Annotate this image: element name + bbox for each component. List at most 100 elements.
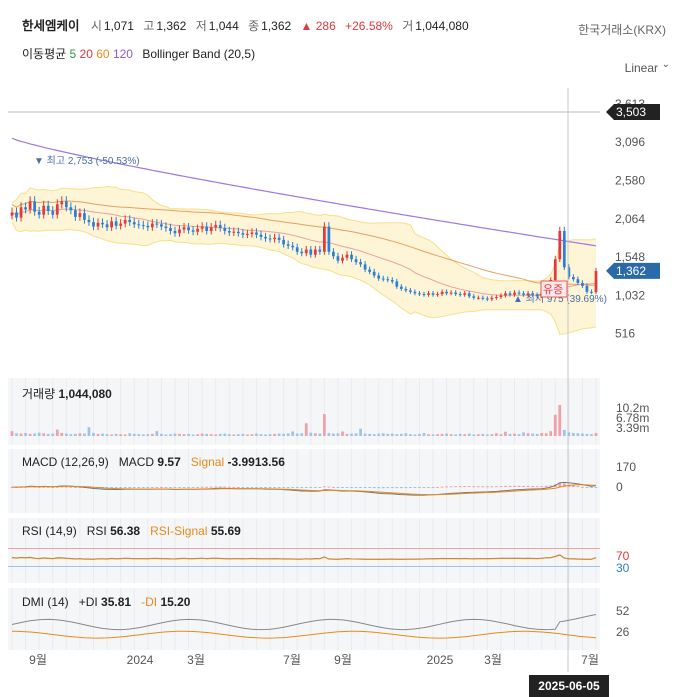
volume-bar xyxy=(182,434,186,436)
volume-bar xyxy=(205,433,209,436)
candle xyxy=(164,226,168,229)
volume-bar xyxy=(341,431,344,436)
macd-histogram-bar xyxy=(304,487,308,488)
candle xyxy=(187,227,190,231)
candle xyxy=(178,229,181,234)
macd-histogram-bar xyxy=(277,487,281,488)
macd-histogram-bar xyxy=(259,487,263,488)
mdi-value: 15.20 xyxy=(160,595,191,609)
candle xyxy=(33,201,37,212)
volume-bar xyxy=(508,433,512,436)
candle xyxy=(576,279,580,283)
rsi-signal-value: 55.69 xyxy=(210,524,241,538)
candle xyxy=(571,277,575,280)
macd-histogram-bar xyxy=(182,487,186,488)
volume-tick-label: 3.39m xyxy=(616,421,649,435)
volume-bar xyxy=(495,433,498,436)
price-tick-label: 2,580 xyxy=(615,174,645,188)
macd-histogram-bar xyxy=(46,486,50,488)
volume-bar xyxy=(526,433,530,436)
volume-bar xyxy=(522,432,525,436)
macd-histogram-bar xyxy=(218,486,222,488)
macd-histogram-bar xyxy=(399,487,403,489)
macd-histogram-bar xyxy=(544,485,548,487)
volume-bar xyxy=(313,433,317,436)
volume-tick-label: 10.2m xyxy=(616,401,649,415)
candle xyxy=(264,236,267,239)
ma5-label: 5 xyxy=(69,47,77,61)
candle xyxy=(377,275,381,279)
mdi-line xyxy=(12,630,597,639)
candle xyxy=(445,291,448,294)
x-axis-label: 2024 xyxy=(127,653,154,667)
candle xyxy=(51,210,55,215)
candle xyxy=(472,296,476,298)
candle xyxy=(390,279,394,282)
macd-histogram-bar xyxy=(368,487,372,488)
current-price-badge xyxy=(606,262,660,279)
indicator-legend[interactable]: 이동평균 5 20 60 120 Bollinger Band (20,5) xyxy=(22,45,255,62)
volume-bar xyxy=(540,432,544,436)
volume-bar xyxy=(458,433,462,436)
macd-histogram-bar xyxy=(164,487,168,488)
macd-histogram-bar xyxy=(458,486,462,488)
volume-bar xyxy=(160,433,163,436)
macd-histogram-bar xyxy=(363,487,367,488)
volume-bar xyxy=(594,432,598,436)
volume-bar xyxy=(395,434,399,436)
candle xyxy=(513,292,516,295)
macd-histogram-bar xyxy=(155,486,159,488)
volume-bar xyxy=(141,434,145,436)
macd-histogram-bar xyxy=(359,487,362,488)
candle xyxy=(309,249,313,255)
volume-bar xyxy=(15,433,18,436)
macd-histogram-bar xyxy=(504,485,507,487)
macd-histogram-bar xyxy=(51,487,55,488)
macd-line-label: MACD xyxy=(118,455,155,469)
x-axis-label: 9월 xyxy=(29,653,47,667)
volume-bar xyxy=(123,434,127,436)
volume-bar xyxy=(571,432,575,436)
volume-bar xyxy=(273,433,276,436)
candle xyxy=(440,291,444,295)
current-price-label: 1,362 xyxy=(616,264,646,278)
volume-bar xyxy=(64,433,68,436)
candle xyxy=(372,271,376,276)
macd-histogram-bar xyxy=(354,487,358,488)
candle xyxy=(218,225,222,229)
candle xyxy=(78,213,82,217)
volume-bar xyxy=(250,434,254,436)
candle xyxy=(241,233,245,235)
macd-histogram-bar xyxy=(200,486,204,488)
macd-signal-value: -3.9913.56 xyxy=(227,455,285,469)
event-marker-box xyxy=(540,280,568,298)
x-axis-label: 3월 xyxy=(187,653,205,667)
exchange-label: 한국거래소(KRX) xyxy=(578,23,666,37)
macd-histogram-bar xyxy=(390,487,394,489)
volume-value: 1,044,080 xyxy=(415,19,469,33)
dmi-title: DMI (14) xyxy=(22,595,69,609)
volume-bar xyxy=(128,433,132,436)
candle xyxy=(463,293,467,295)
macd-histogram-bar xyxy=(196,486,199,488)
candle xyxy=(64,201,68,208)
candle xyxy=(495,297,498,299)
macd-histogram-bar xyxy=(535,486,539,488)
volume-bar xyxy=(78,433,82,436)
candle xyxy=(418,293,421,295)
dmi-tick-label: 52 xyxy=(616,604,630,618)
macd-histogram-bar xyxy=(286,487,290,488)
scale-selector[interactable]: Linear xyxy=(624,61,658,75)
volume-bar xyxy=(227,434,231,436)
candle xyxy=(422,294,426,296)
candle xyxy=(92,222,95,227)
macd-histogram-bar xyxy=(522,485,525,487)
volume-bar xyxy=(96,433,100,436)
candle xyxy=(160,224,163,227)
price-badge-top xyxy=(606,104,660,121)
chevron-down-icon[interactable]: ⌄ xyxy=(661,59,670,70)
candle xyxy=(132,222,136,225)
candle xyxy=(304,249,308,254)
candle xyxy=(467,293,471,297)
